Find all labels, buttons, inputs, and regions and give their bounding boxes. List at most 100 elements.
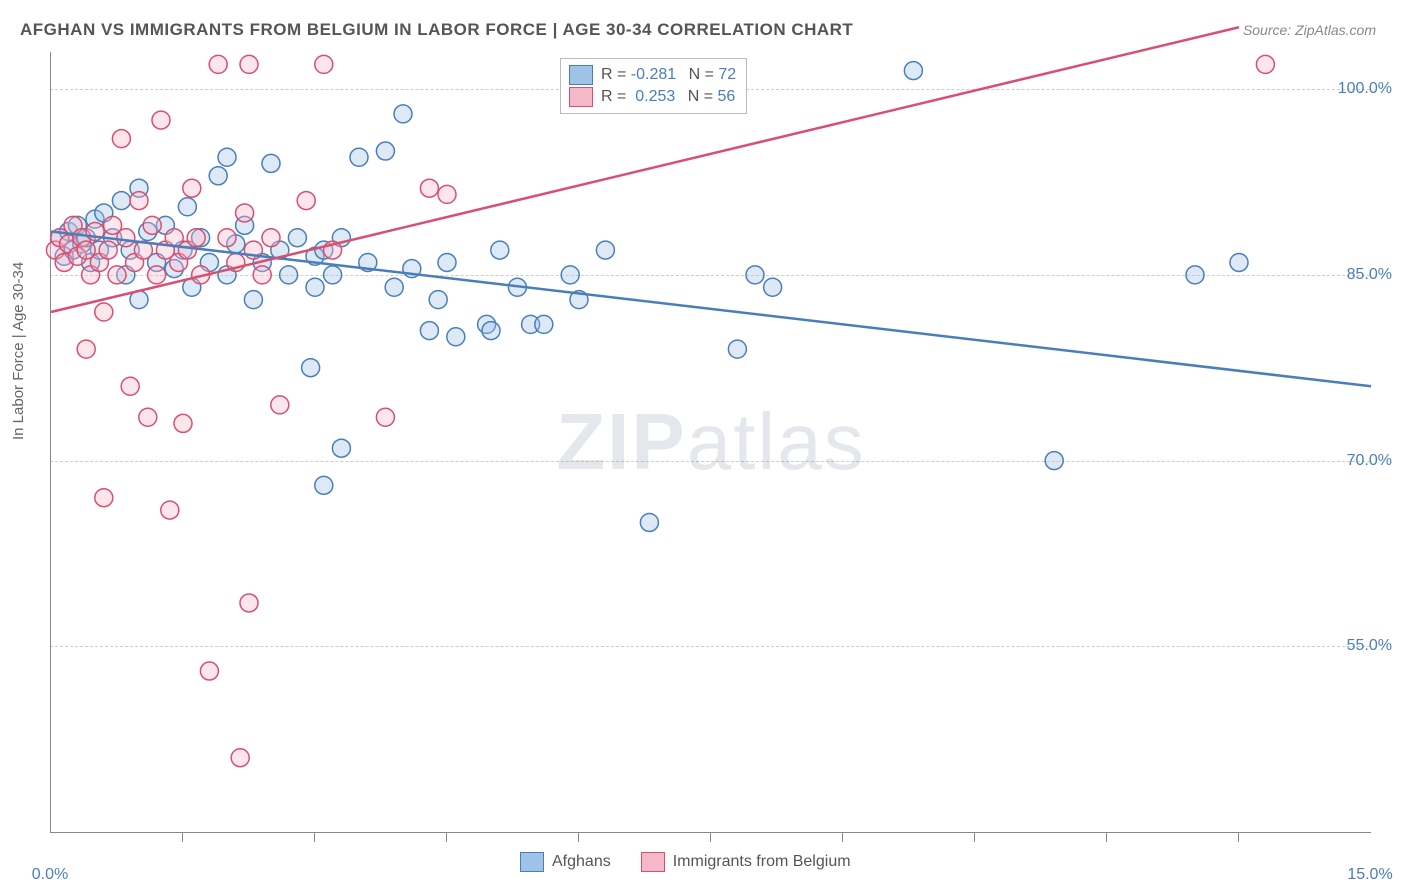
bottom-legend: Afghans Immigrants from Belgium — [520, 852, 851, 872]
data-point-series-1 — [95, 303, 113, 321]
legend-label-0: Afghans — [552, 853, 611, 871]
plot-svg — [51, 52, 1371, 832]
data-point-series-1 — [139, 408, 157, 426]
n-label-0: N = 72 — [684, 66, 736, 84]
regression-line-series-0 — [51, 232, 1371, 387]
chart-title: AFGHAN VS IMMIGRANTS FROM BELGIUM IN LAB… — [20, 20, 853, 40]
data-point-series-0 — [302, 359, 320, 377]
data-point-series-0 — [447, 328, 465, 346]
data-point-series-0 — [385, 278, 403, 296]
data-point-series-0 — [178, 198, 196, 216]
data-point-series-1 — [77, 340, 95, 358]
data-point-series-1 — [108, 266, 126, 284]
legend-item-1: Immigrants from Belgium — [641, 852, 851, 872]
data-point-series-0 — [315, 476, 333, 494]
x-tick — [314, 832, 315, 842]
data-point-series-1 — [183, 179, 201, 197]
x-tick — [182, 832, 183, 842]
data-point-series-1 — [231, 749, 249, 767]
x-tick — [446, 832, 447, 842]
data-point-series-0 — [1230, 253, 1248, 271]
swatch-series-0 — [569, 65, 593, 85]
data-point-series-1 — [121, 377, 139, 395]
data-point-series-0 — [324, 266, 342, 284]
data-point-series-0 — [209, 167, 227, 185]
data-point-series-0 — [1186, 266, 1204, 284]
data-point-series-1 — [218, 229, 236, 247]
y-axis-label: In Labor Force | Age 30-34 — [10, 262, 27, 440]
data-point-series-0 — [438, 253, 456, 271]
data-point-series-0 — [112, 192, 130, 210]
data-point-series-0 — [394, 105, 412, 123]
data-point-series-0 — [218, 148, 236, 166]
data-point-series-1 — [152, 111, 170, 129]
x-tick-label: 15.0% — [1347, 866, 1392, 884]
x-tick — [974, 832, 975, 842]
legend-label-1: Immigrants from Belgium — [673, 853, 851, 871]
data-point-series-0 — [535, 315, 553, 333]
data-point-series-1 — [161, 501, 179, 519]
data-point-series-0 — [350, 148, 368, 166]
data-point-series-1 — [240, 594, 258, 612]
x-tick-label: 0.0% — [32, 866, 68, 884]
data-point-series-1 — [130, 192, 148, 210]
plot-area: ZIPatlas — [50, 52, 1371, 833]
stats-legend: R = -0.281 N = 72 R = 0.253 N = 56 — [560, 58, 747, 114]
data-point-series-0 — [596, 241, 614, 259]
data-point-series-1 — [315, 55, 333, 73]
x-tick — [1106, 832, 1107, 842]
data-point-series-1 — [200, 662, 218, 680]
data-point-series-0 — [728, 340, 746, 358]
swatch-series-1 — [569, 87, 593, 107]
data-point-series-1 — [240, 55, 258, 73]
data-point-series-1 — [99, 241, 117, 259]
data-point-series-1 — [117, 229, 135, 247]
data-point-series-1 — [271, 396, 289, 414]
x-tick — [710, 832, 711, 842]
data-point-series-0 — [280, 266, 298, 284]
data-point-series-1 — [420, 179, 438, 197]
data-point-series-0 — [561, 266, 579, 284]
data-point-series-1 — [438, 185, 456, 203]
data-point-series-0 — [904, 62, 922, 80]
data-point-series-0 — [262, 154, 280, 172]
x-tick — [1238, 832, 1239, 842]
data-point-series-0 — [764, 278, 782, 296]
data-point-series-1 — [236, 204, 254, 222]
data-point-series-1 — [187, 229, 205, 247]
data-point-series-0 — [1045, 452, 1063, 470]
data-point-series-1 — [143, 216, 161, 234]
n-label-1: N = 56 — [683, 88, 735, 106]
data-point-series-0 — [288, 229, 306, 247]
data-point-series-0 — [376, 142, 394, 160]
source-label: Source: ZipAtlas.com — [1243, 22, 1376, 38]
data-point-series-1 — [112, 130, 130, 148]
x-tick — [842, 832, 843, 842]
data-point-series-0 — [746, 266, 764, 284]
r-label-1: R = 0.253 — [601, 88, 675, 106]
data-point-series-1 — [209, 55, 227, 73]
stats-row-0: R = -0.281 N = 72 — [569, 65, 736, 85]
data-point-series-0 — [491, 241, 509, 259]
legend-item-0: Afghans — [520, 852, 611, 872]
data-point-series-1 — [376, 408, 394, 426]
data-point-series-1 — [95, 489, 113, 507]
swatch-bottom-0 — [520, 852, 544, 872]
swatch-bottom-1 — [641, 852, 665, 872]
data-point-series-0 — [420, 322, 438, 340]
data-point-series-1 — [262, 229, 280, 247]
data-point-series-0 — [482, 322, 500, 340]
data-point-series-0 — [306, 278, 324, 296]
data-point-series-0 — [640, 513, 658, 531]
data-point-series-1 — [253, 266, 271, 284]
data-point-series-1 — [174, 414, 192, 432]
data-point-series-0 — [332, 439, 350, 457]
data-point-series-0 — [429, 291, 447, 309]
data-point-series-0 — [244, 291, 262, 309]
data-point-series-1 — [148, 266, 166, 284]
data-point-series-1 — [297, 192, 315, 210]
x-tick — [578, 832, 579, 842]
stats-row-1: R = 0.253 N = 56 — [569, 87, 736, 107]
data-point-series-1 — [1256, 55, 1274, 73]
r-label-0: R = -0.281 — [601, 66, 676, 84]
